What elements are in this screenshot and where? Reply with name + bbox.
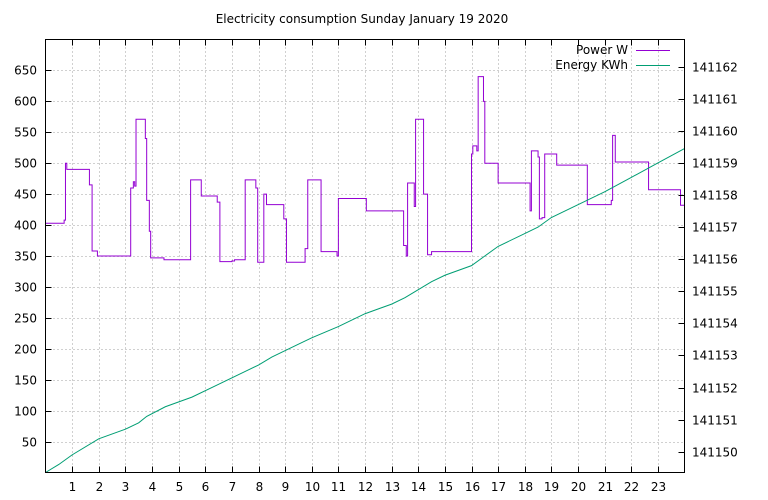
series-layer (45, 76, 685, 473)
y-left-tick-label: 650 (14, 64, 37, 78)
x-tick-label: 12 (358, 480, 373, 494)
y-left-tick-label: 350 (14, 250, 37, 264)
x-tick-label: 21 (598, 480, 613, 494)
x-tick-label: 14 (411, 480, 426, 494)
x-tick-label: 8 (256, 480, 264, 494)
x-tick-label: 9 (282, 480, 290, 494)
x-tick-label: 23 (651, 480, 666, 494)
y-right-tick-label: 141158 (692, 189, 738, 203)
y-left-tick-label: 150 (14, 374, 37, 388)
y-right-tick-label: 141160 (692, 125, 738, 139)
x-tick-label: 5 (176, 480, 184, 494)
y-right-tick-label: 141152 (692, 382, 738, 396)
chart-title: Electricity consumption Sunday January 1… (216, 12, 509, 26)
x-tick-label: 1 (69, 480, 77, 494)
x-tick-label: 6 (202, 480, 210, 494)
y-left-tick-label: 450 (14, 188, 37, 202)
legend-label: Power W (576, 43, 628, 57)
x-tick-label: 11 (331, 480, 346, 494)
x-tick-label: 20 (571, 480, 586, 494)
y-left-tick-label: 300 (14, 281, 37, 295)
x-tick-label: 3 (122, 480, 130, 494)
y-left-tick-label: 250 (14, 312, 37, 326)
y-right-tick-label: 141154 (692, 317, 738, 331)
y-left-tick-label: 100 (14, 405, 37, 419)
y-left-tick-label: 500 (14, 157, 37, 171)
x-tick-label: 13 (385, 480, 400, 494)
y-left-tick-label: 550 (14, 126, 37, 140)
y-left-tick-label: 600 (14, 95, 37, 109)
x-tick-label: 16 (465, 480, 480, 494)
ticks-layer: 1 2 3 4 5 6 7 8 9 10 11 12 13 14 15 16 17 18 19 20 21 22 23501… (14, 39, 738, 494)
y-left-tick-label: 50 (22, 436, 37, 450)
y-right-tick-label: 141159 (692, 157, 738, 171)
series-line-1 (45, 148, 685, 473)
x-tick-label: 18 (518, 480, 533, 494)
series-line-0 (45, 76, 685, 263)
y-right-tick-label: 141157 (692, 221, 738, 235)
y-left-tick-label: 200 (14, 343, 37, 357)
y-right-tick-label: 141156 (692, 253, 738, 267)
y-right-tick-label: 141161 (692, 93, 738, 107)
x-tick-label: 2 (96, 480, 104, 494)
x-tick-label: 19 (544, 480, 559, 494)
y-right-tick-label: 141155 (692, 285, 738, 299)
y-left-tick-label: 400 (14, 219, 37, 233)
y-right-tick-label: 141150 (692, 446, 738, 460)
x-tick-label: 17 (491, 480, 506, 494)
grid-layer (45, 39, 685, 473)
y-right-tick-label: 141162 (692, 61, 738, 75)
legend-label: Energy KWh (555, 58, 628, 72)
x-tick-label: 7 (229, 480, 237, 494)
x-tick-label: 10 (305, 480, 320, 494)
x-tick-label: 4 (149, 480, 157, 494)
x-tick-label: 22 (624, 480, 639, 494)
y-right-tick-label: 141151 (692, 414, 738, 428)
x-tick-label: 15 (438, 480, 453, 494)
y-right-tick-label: 141153 (692, 349, 738, 363)
